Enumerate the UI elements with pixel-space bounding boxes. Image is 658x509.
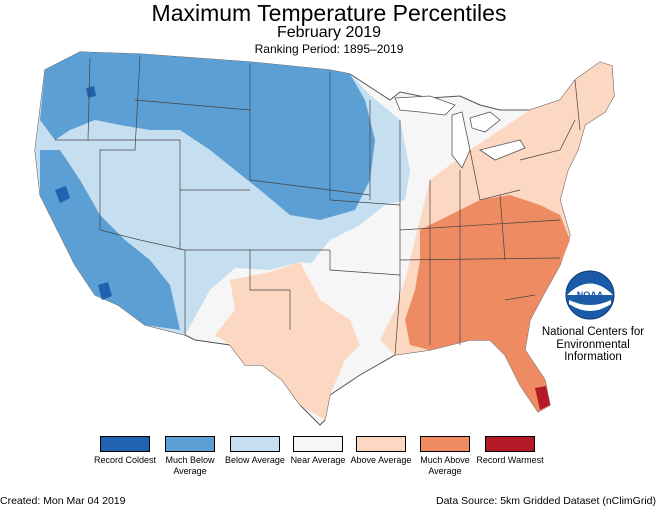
legend-label: Record Warmest <box>476 455 544 465</box>
legend-swatch-above <box>356 436 406 452</box>
great-lakes <box>394 95 526 169</box>
noaa-logo: NOAA <box>565 270 615 320</box>
legend-label: Much Above Average <box>420 455 470 476</box>
ranking-period: Ranking Period: 1895–2019 <box>254 42 404 56</box>
legend-item-above: Above Average <box>346 436 416 466</box>
region-record-coldest-1 <box>55 186 70 203</box>
region-record-warmest <box>535 386 550 410</box>
created-date: Created: Mon Mar 04 2019 <box>0 495 126 507</box>
legend-item-record-warmest: Record Warmest <box>475 436 545 466</box>
legend-item-much-above: Much Above Average <box>410 436 480 477</box>
data-source: Data Source: 5km Gridded Dataset (nClimG… <box>436 495 656 507</box>
legend-label: Near Average <box>290 455 346 465</box>
noaa-logo-text: NOAA <box>577 290 604 300</box>
region-much-below-northwest <box>40 52 375 220</box>
legend-label: Below Average <box>225 455 285 465</box>
region-record-coldest-2 <box>98 282 112 300</box>
us-temperature-map <box>34 51 615 426</box>
legend: Record Coldest Much Below Average Below … <box>0 436 658 496</box>
legend-item-near: Near Average <box>283 436 353 466</box>
noaa-org-name: National Centers for Environmental Infor… <box>541 326 645 363</box>
legend-item-below: Below Average <box>220 436 290 466</box>
legend-swatch-record-warmest <box>485 436 535 452</box>
region-much-below-california <box>40 150 180 330</box>
region-record-coldest-3 <box>86 86 96 98</box>
legend-swatch-below <box>230 436 280 452</box>
legend-label: Much Below Average <box>165 455 215 476</box>
legend-item-record-coldest: Record Coldest <box>90 436 160 466</box>
legend-swatch-much-below <box>165 436 215 452</box>
map-subtitle: February 2019 <box>276 24 382 41</box>
region-above-average-texas <box>215 262 360 420</box>
legend-label: Record Coldest <box>93 455 157 465</box>
legend-swatch-near <box>293 436 343 452</box>
legend-label: Above Average <box>350 455 412 465</box>
region-near-average-central <box>310 200 420 290</box>
legend-item-much-below: Much Below Average <box>155 436 225 477</box>
state-boundaries <box>55 55 581 356</box>
legend-swatch-much-above <box>420 436 470 452</box>
region-much-above-southeast <box>405 195 570 412</box>
legend-swatch-record-coldest <box>100 436 150 452</box>
map-title: Maximum Temperature Percentiles <box>151 0 507 26</box>
